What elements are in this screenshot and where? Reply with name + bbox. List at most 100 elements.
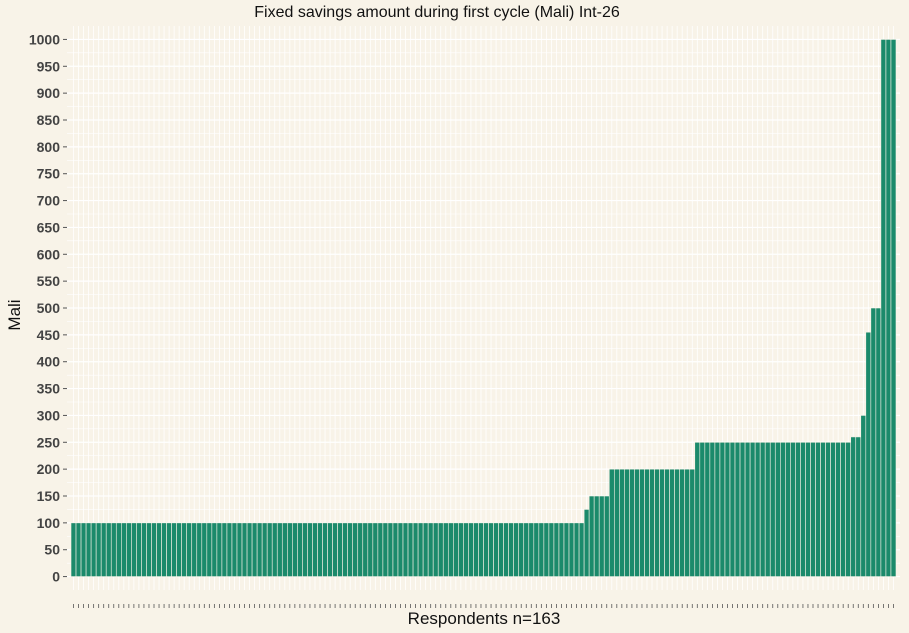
bar xyxy=(608,468,615,577)
bar xyxy=(689,468,696,577)
bars xyxy=(70,39,897,577)
bar xyxy=(558,522,565,577)
bar xyxy=(417,522,424,577)
bar xyxy=(855,436,862,577)
bar xyxy=(75,522,82,577)
bar xyxy=(196,522,203,577)
bar xyxy=(387,522,394,577)
bar xyxy=(422,522,429,577)
bar xyxy=(206,522,213,577)
bar xyxy=(754,441,761,577)
bar xyxy=(357,522,364,577)
y-tick-label: 300 xyxy=(37,407,61,423)
x-axis-ticks xyxy=(73,604,894,608)
bar xyxy=(709,441,716,577)
bar xyxy=(593,495,600,577)
y-tick-label: 450 xyxy=(37,327,61,343)
bar xyxy=(674,468,680,577)
bar xyxy=(261,522,268,577)
y-axis-ticks: 0 50 100 150 200 250 300 350 400 450 500 550 600 650 7… xyxy=(29,31,67,585)
bar xyxy=(553,522,560,577)
bar xyxy=(875,307,882,577)
bar xyxy=(830,441,836,577)
bar xyxy=(85,522,92,577)
bar xyxy=(795,441,801,577)
y-tick-label: 700 xyxy=(37,193,61,209)
bar xyxy=(427,522,434,577)
bar xyxy=(764,441,771,577)
bar xyxy=(146,522,152,577)
bar xyxy=(432,522,439,577)
bar xyxy=(578,522,585,577)
bar xyxy=(714,441,721,577)
bar xyxy=(759,441,766,577)
bar xyxy=(317,522,323,577)
bar xyxy=(629,468,635,577)
y-tick-label: 500 xyxy=(37,300,61,316)
bar xyxy=(297,522,303,577)
y-tick-label: 150 xyxy=(37,488,61,504)
bar xyxy=(885,39,892,577)
bar xyxy=(719,441,726,577)
bar xyxy=(463,522,469,577)
bar xyxy=(850,436,857,577)
y-tick-label: 350 xyxy=(37,381,61,397)
bar xyxy=(860,415,867,577)
bar xyxy=(181,522,188,577)
bar xyxy=(447,522,454,577)
bar xyxy=(347,522,354,577)
y-tick-label: 950 xyxy=(37,58,61,74)
bar xyxy=(141,522,147,577)
chart-title: Fixed savings amount during first cycle … xyxy=(254,4,620,21)
bar xyxy=(131,522,137,577)
bar xyxy=(664,468,670,577)
bar xyxy=(699,441,706,577)
bar xyxy=(256,522,263,577)
bar xyxy=(588,495,595,577)
bar xyxy=(890,39,897,577)
bar xyxy=(729,441,736,577)
y-tick-label: 650 xyxy=(37,219,61,235)
bar xyxy=(845,441,852,577)
bar xyxy=(312,522,318,577)
bar xyxy=(694,441,701,577)
bar xyxy=(785,441,791,577)
bar xyxy=(483,522,489,577)
y-tick-label: 900 xyxy=(37,85,61,101)
x-axis-title: Respondents n=163 xyxy=(408,609,561,628)
bar xyxy=(211,522,218,577)
bar xyxy=(100,522,107,577)
bar xyxy=(332,522,338,577)
bar xyxy=(669,468,675,577)
bar xyxy=(121,522,127,577)
bar xyxy=(407,522,414,577)
y-tick-label: 400 xyxy=(37,354,61,370)
bar xyxy=(221,522,228,577)
bar xyxy=(598,495,605,577)
bar xyxy=(166,522,172,577)
bar xyxy=(805,441,811,577)
bar xyxy=(835,441,841,577)
bar xyxy=(779,441,786,577)
bar xyxy=(543,522,550,577)
y-tick-label: 50 xyxy=(44,542,60,558)
bar xyxy=(126,522,132,577)
bar xyxy=(442,522,449,577)
y-tick-label: 750 xyxy=(37,166,61,182)
bar xyxy=(292,522,298,577)
bar xyxy=(624,468,630,577)
bar xyxy=(80,522,87,577)
bar xyxy=(342,522,348,577)
bar xyxy=(573,522,580,577)
bar xyxy=(659,468,665,577)
y-tick-label: 800 xyxy=(37,139,61,155)
bar xyxy=(810,441,816,577)
bar xyxy=(453,522,459,577)
bar xyxy=(367,522,374,577)
bar xyxy=(186,522,193,577)
bar xyxy=(468,522,474,577)
y-axis-title: Mali xyxy=(5,299,24,330)
bar xyxy=(528,522,535,577)
bar xyxy=(774,441,781,577)
